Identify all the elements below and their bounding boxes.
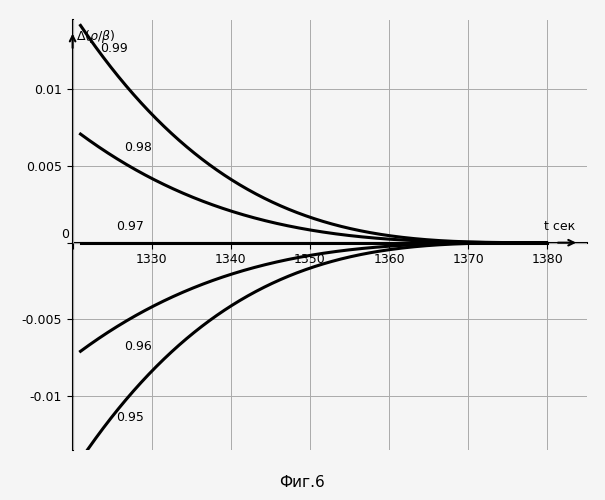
Text: 0.97: 0.97 [116,220,144,234]
Text: Фиг.6: Фиг.6 [280,475,325,490]
Text: 0.95: 0.95 [116,411,144,424]
Text: 0.99: 0.99 [100,42,128,56]
Text: 0.98: 0.98 [124,140,152,153]
Text: $\Delta(\rho/\beta)$: $\Delta(\rho/\beta)$ [76,28,115,44]
Text: 0.96: 0.96 [124,340,152,353]
Text: 0: 0 [62,228,70,241]
Text: t сек: t сек [544,220,575,232]
